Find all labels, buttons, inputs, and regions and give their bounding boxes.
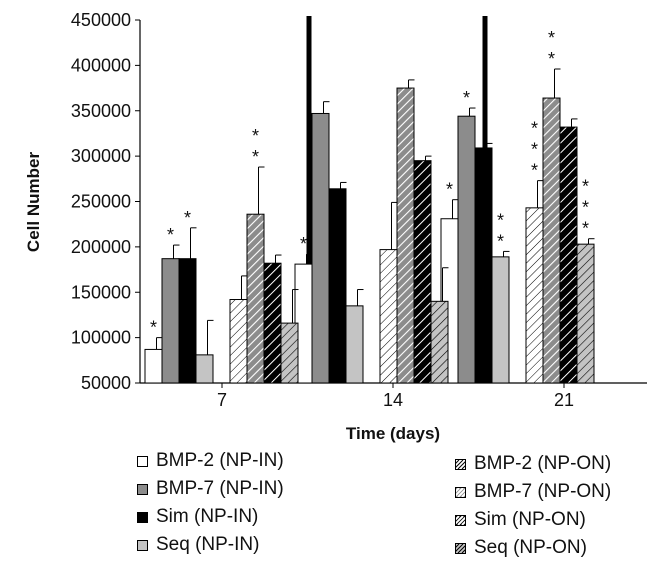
y-tick-label: 250000 bbox=[71, 192, 131, 212]
legend-label: Seq (NP-ON) bbox=[474, 537, 587, 558]
bar-2-7 bbox=[178, 258, 197, 384]
bar-4-21 bbox=[525, 207, 544, 384]
legend-swatch bbox=[137, 511, 148, 523]
bar-7-7 bbox=[280, 322, 299, 384]
significance-star: * bbox=[252, 126, 259, 146]
bar-5-14 bbox=[396, 87, 415, 384]
bar-1-21 bbox=[457, 115, 476, 384]
significance-star: * bbox=[184, 208, 191, 228]
y-tick-label: 50000 bbox=[81, 373, 131, 393]
bar-1-14 bbox=[311, 112, 330, 384]
significance-star: * bbox=[150, 318, 157, 338]
legend-item-0: BMP-2 (NP-IN) bbox=[137, 450, 284, 472]
y-tick-label: 300000 bbox=[71, 146, 131, 166]
legend-swatch bbox=[455, 542, 466, 554]
legend-item-3: Seq (NP-IN) bbox=[137, 534, 259, 556]
significance-star: * bbox=[548, 49, 555, 69]
legend-label: BMP-2 (NP-ON) bbox=[474, 453, 612, 474]
significance-star: * bbox=[497, 231, 504, 251]
plot-area: 50000 100000 150000 200000 250000 300000 35000… bbox=[71, 10, 647, 410]
legend-swatch bbox=[455, 486, 466, 498]
y-tick-label: 450000 bbox=[71, 10, 131, 30]
legend-item-2: Sim (NP-IN) bbox=[137, 506, 258, 528]
legend-item-1: BMP-7 (NP-IN) bbox=[137, 478, 284, 500]
significance-star: * bbox=[531, 161, 538, 181]
bar-3-7 bbox=[195, 354, 214, 384]
legend-item-7: Seq (NP-ON) bbox=[455, 537, 587, 559]
bar-7-21 bbox=[576, 243, 595, 384]
legend-swatch bbox=[455, 514, 466, 526]
bar-6-7 bbox=[263, 262, 282, 384]
significance-star: * bbox=[531, 140, 538, 160]
bar-chart: 50000 100000 150000 200000 250000 300000 35000… bbox=[24, 10, 647, 443]
legend-label: BMP-7 (NP-IN) bbox=[156, 478, 284, 499]
bar-6-14 bbox=[413, 160, 432, 384]
bar-2-14 bbox=[328, 188, 347, 384]
x-tick-label-14: 14 bbox=[383, 390, 403, 410]
legend-swatch bbox=[137, 483, 148, 495]
legend-item-4: BMP-2 (NP-ON) bbox=[455, 453, 611, 475]
x-axis-label: Time (days) bbox=[346, 424, 440, 443]
significance-star: * bbox=[531, 119, 538, 139]
legend-swatch bbox=[137, 455, 148, 467]
legend-label: BMP-7 (NP-ON) bbox=[474, 481, 612, 502]
bar-4-14 bbox=[379, 249, 398, 384]
bar-0-7 bbox=[144, 348, 163, 384]
x-tick-label-7: 7 bbox=[217, 390, 227, 410]
significance-star: * bbox=[252, 147, 259, 167]
bar-6-21 bbox=[559, 126, 578, 384]
significance-star: * bbox=[582, 177, 589, 197]
significance-star: * bbox=[463, 88, 470, 108]
x-tick-label-21: 21 bbox=[554, 390, 574, 410]
significance-star: * bbox=[446, 180, 453, 200]
significance-star: * bbox=[497, 210, 504, 230]
significance-star: * bbox=[167, 225, 174, 245]
significance-star: * bbox=[582, 219, 589, 239]
y-tick-label: 100000 bbox=[71, 328, 131, 348]
legend-label: Seq (NP-IN) bbox=[156, 534, 260, 555]
bar-4-7 bbox=[229, 299, 248, 384]
significance-star: * bbox=[582, 198, 589, 218]
bar-3-21 bbox=[491, 256, 510, 384]
significance-star: * bbox=[548, 28, 555, 48]
legend-swatch bbox=[455, 458, 466, 470]
y-tick-label: 150000 bbox=[71, 282, 131, 302]
legend-item-5: BMP-7 (NP-ON) bbox=[455, 481, 611, 503]
bar-2-21 bbox=[474, 147, 493, 384]
bar-3-14 bbox=[345, 305, 364, 384]
legend-swatch bbox=[137, 539, 148, 551]
legend-item-6: Sim (NP-ON) bbox=[455, 509, 586, 531]
significance-star: * bbox=[300, 234, 307, 254]
bar-7-14 bbox=[430, 300, 449, 384]
bar-5-21 bbox=[542, 97, 561, 384]
legend-label: Sim (NP-IN) bbox=[156, 506, 259, 527]
bar-5-7 bbox=[246, 213, 265, 384]
legend-label: BMP-2 (NP-IN) bbox=[156, 450, 284, 471]
y-tick-label: 400000 bbox=[71, 55, 131, 75]
legend-label: Sim (NP-ON) bbox=[474, 509, 586, 530]
y-axis-label: Cell Number bbox=[24, 152, 43, 253]
y-tick-label: 350000 bbox=[71, 101, 131, 121]
y-tick-label: 200000 bbox=[71, 237, 131, 257]
bar-1-7 bbox=[161, 258, 180, 384]
